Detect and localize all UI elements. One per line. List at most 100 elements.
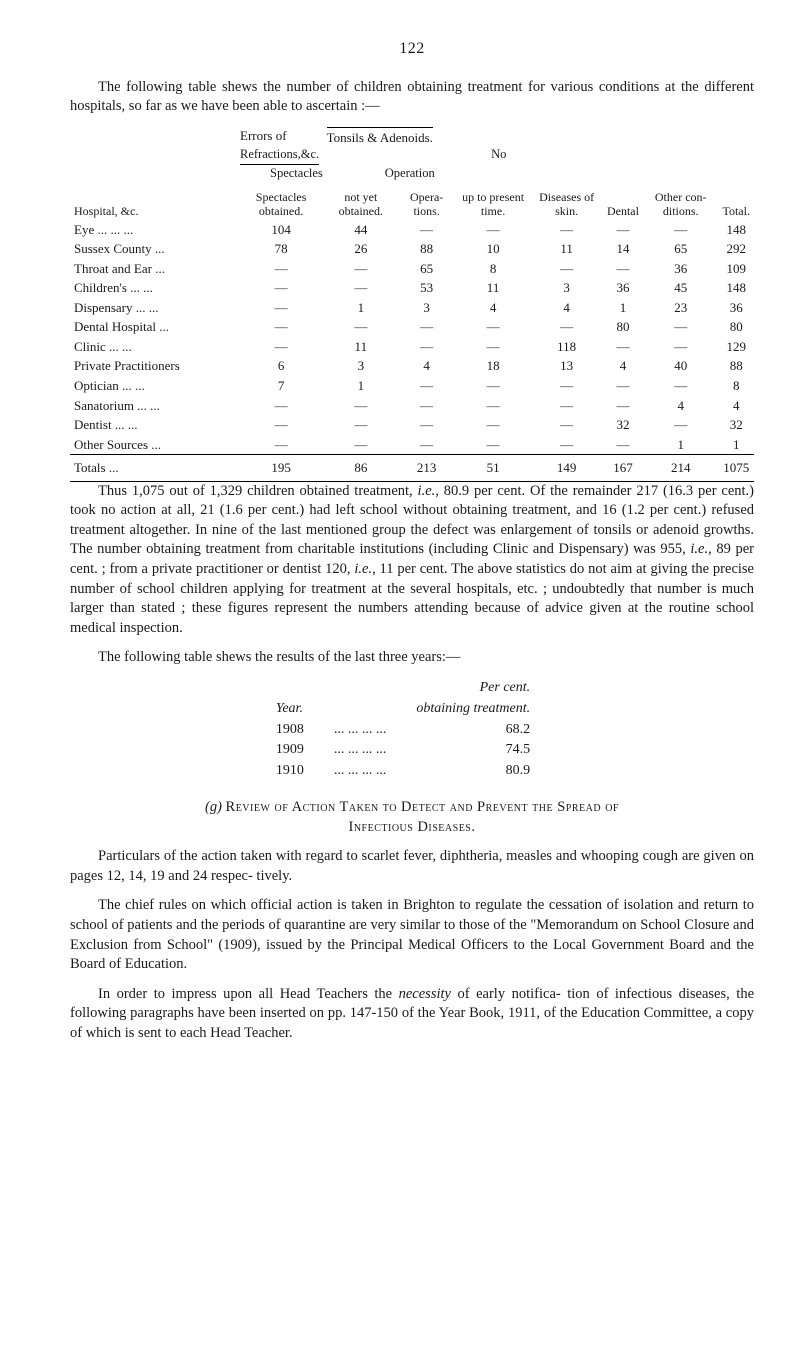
row-label: Sussex County ... [70,239,238,259]
cell: 109 [718,259,754,279]
col-up-to-present: up to present time. [456,190,530,220]
row-label: Other Sources ... [70,435,238,455]
years-header-row1: Per cent. [270,678,554,699]
cell: 88 [397,239,455,259]
row-label: Optician ... ... [70,376,238,396]
analysis-ie3: i.e. [354,561,372,577]
cell: — [456,317,530,337]
cell: 4 [603,356,643,376]
hdr-obtaining: obtaining treatment. [410,699,554,720]
cell: 292 [718,239,754,259]
cell: — [324,317,397,337]
cell: 36 [718,298,754,318]
hdr-year: Year. [270,699,328,720]
years-header-row2: Year. obtaining treatment. [270,699,554,720]
cell: 8 [718,376,754,396]
analysis-ie2: i.e. [690,541,708,557]
intro-paragraph: The following table shews the number of … [70,78,754,117]
cell: 10 [456,239,530,259]
table-row: Dispensary ... ...—134412336 [70,298,754,318]
cell: — [530,415,603,435]
totals-c4: 51 [456,455,530,482]
table-row: 1908... ... ... ...68.2 [270,720,554,741]
cell: — [603,259,643,279]
years-table: Per cent. Year. obtaining treatment. 190… [270,678,554,782]
row-label: Eye ... ... ... [70,220,238,240]
cell: 32 [603,415,643,435]
cell: 4 [397,356,455,376]
totals-c1: 195 [238,455,324,482]
totals-c3: 213 [397,455,455,482]
cell: 32 [718,415,754,435]
section-g-para2: The chief rules on which official action… [70,896,754,974]
dots-cell: ... ... ... ... [328,761,411,782]
cell: 26 [324,239,397,259]
cell: — [397,220,455,240]
cell: — [324,396,397,416]
section-g-prefix: (g) [205,799,226,815]
table-row: Children's ... ...——531133645148 [70,278,754,298]
col-not-yet-obtained: not yet obtained. [324,190,397,220]
cell: — [456,337,530,357]
cell: 53 [397,278,455,298]
section-g-heading: (g) Review of Action Taken to Detect and… [70,798,754,837]
cell: — [397,317,455,337]
cell: 1 [324,376,397,396]
hdr-percent: Per cent. [410,678,554,699]
table1-header-group: Errors of Tonsils & Adenoids. Refraction… [70,127,754,182]
section-g-para1: Particulars of the action taken with reg… [70,847,754,886]
col-diseases-skin: Diseases of skin. [530,190,603,220]
cell: 23 [643,298,718,318]
row-label: Dentist ... ... [70,415,238,435]
section-g-title-a: Review of Action Taken to Detect and Pre… [226,799,619,815]
cell: — [238,259,324,279]
col-dental: Dental [603,190,643,220]
cell: 129 [718,337,754,357]
t2-intro: The following table shews the results of… [70,648,754,668]
cell: — [397,435,455,455]
section-g-title-b: Infectious Diseases. [348,819,475,835]
table-row: Other Sources ...——————11 [70,435,754,455]
cell: — [530,396,603,416]
cell: 1 [643,435,718,455]
cell: — [397,415,455,435]
cell: 104 [238,220,324,240]
years-blank1 [270,678,328,699]
cell: — [397,396,455,416]
cell: — [530,376,603,396]
cell: 1 [603,298,643,318]
cell: — [324,259,397,279]
years-blank2 [328,678,411,699]
cell: 3 [397,298,455,318]
cell: — [324,415,397,435]
row-label: Throat and Ear ... [70,259,238,279]
table1-superheader-row2: Refractions,&c. No [240,146,754,165]
cell: — [238,298,324,318]
cell: — [603,376,643,396]
page: 122 The following table shews the number… [0,0,800,1353]
treatment-table: Hospital, &c. Spectacles obtained. not y… [70,190,754,482]
cell: — [456,435,530,455]
value-cell: 68.2 [410,720,554,741]
cell: — [238,278,324,298]
cell: 36 [603,278,643,298]
cell: 36 [643,259,718,279]
cell: — [456,415,530,435]
cell: — [530,259,603,279]
totals-row: Totals ... 195 86 213 51 149 167 214 107… [70,455,754,482]
years-table-body: 1908... ... ... ...68.21909... ... ... .… [270,720,554,783]
cell: 148 [718,278,754,298]
cell: 4 [643,396,718,416]
year-cell: 1908 [270,720,328,741]
row-label: Children's ... ... [70,278,238,298]
table-row: Optician ... ...71—————8 [70,376,754,396]
cell: — [324,435,397,455]
cell: — [603,220,643,240]
section-g-para3: In order to impress upon all Head Teache… [70,985,754,1044]
cell: 148 [718,220,754,240]
cell: — [238,317,324,337]
cell: 65 [397,259,455,279]
cell: 8 [456,259,530,279]
table-row: Dental Hospital ...—————80—80 [70,317,754,337]
cell: 4 [456,298,530,318]
